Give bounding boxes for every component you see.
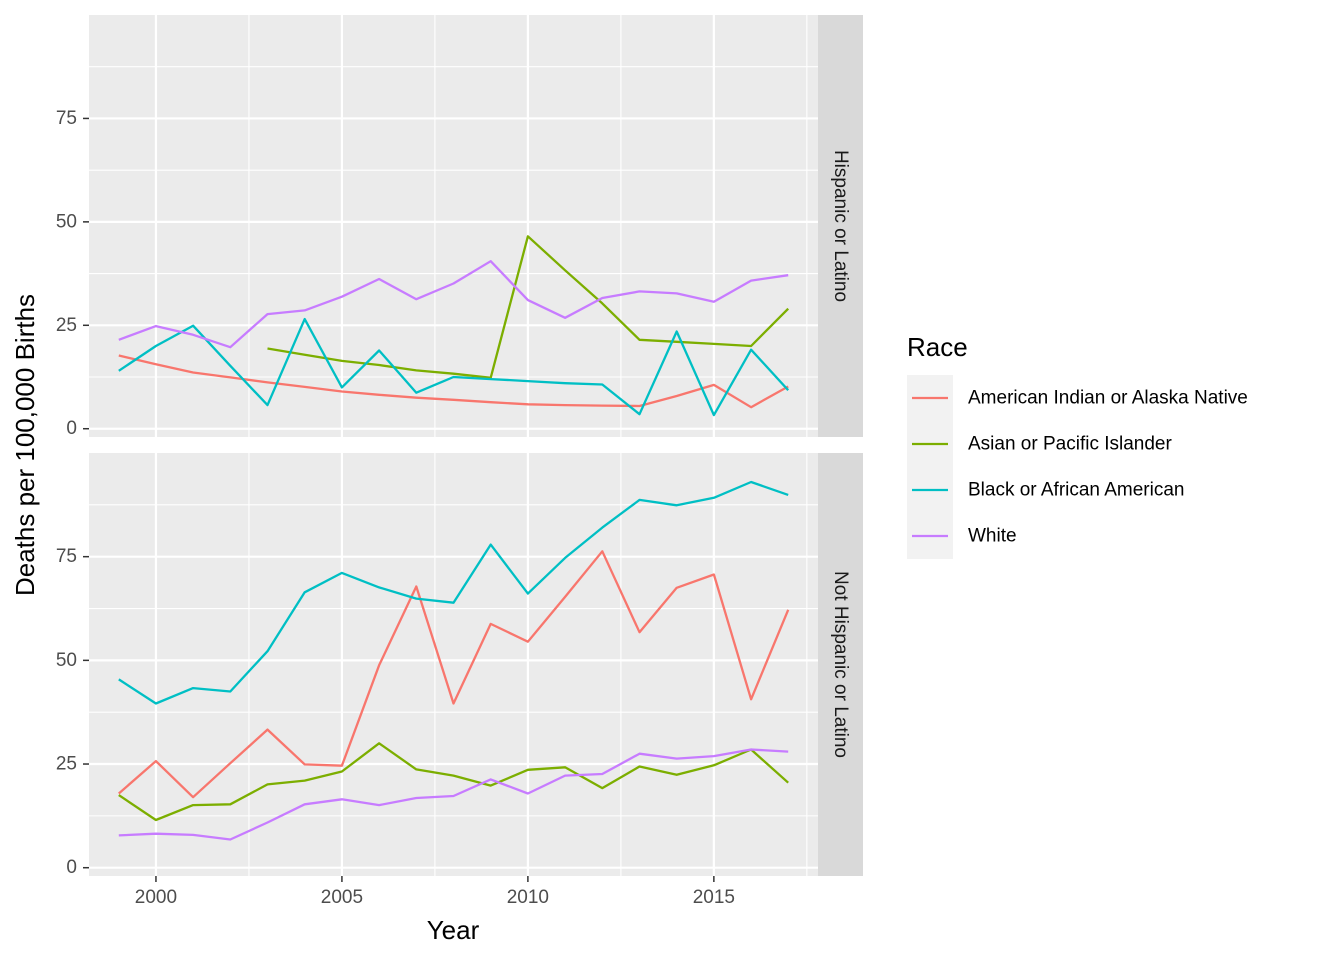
y-tick-label: 75 [56, 108, 77, 129]
legend-label-white: White [968, 526, 1017, 547]
y-tick-label: 25 [56, 754, 77, 775]
legend-label-asian-or-pacific-islander: Asian or Pacific Islander [968, 434, 1172, 455]
series-line-asian-or-pacific-islander [118, 742, 789, 822]
y-tick-label: 0 [66, 418, 77, 439]
series-line-american-indian-or-alaska-native [118, 354, 789, 409]
x-tick-label: 2005 [321, 887, 363, 908]
y-tick-label: 25 [56, 315, 77, 336]
series-line-black-or-african-american [118, 317, 790, 417]
facet-panel-not-hispanic-or-latino: Not Hispanic or Latino [89, 453, 863, 876]
x-axis-title: Year [427, 915, 480, 945]
y-axis-title: Deaths per 100,000 Births [10, 294, 40, 596]
x-tick-label: 2010 [507, 887, 549, 908]
legend-title: Race [907, 332, 968, 362]
y-tick-label: 0 [66, 857, 77, 878]
facet-panel-hispanic-or-latino: Hispanic or Latino [89, 15, 863, 437]
facet-strip-label: Not Hispanic or Latino [830, 571, 851, 758]
panel-background [89, 453, 818, 876]
series-line-white [118, 260, 789, 349]
series-line-asian-or-pacific-islander [267, 235, 790, 379]
y-tick-label: 50 [56, 650, 77, 671]
panel-background [89, 15, 818, 437]
y-tick-label: 50 [56, 211, 77, 232]
panels-layer: Hispanic or Latino Not Hispanic or Latino [89, 15, 863, 876]
x-tick-label: 2000 [135, 887, 177, 908]
series-line-white [118, 748, 789, 841]
series-line-black-or-african-american [118, 480, 789, 705]
x-tick-label: 2015 [693, 887, 735, 908]
legend-key-background [907, 375, 953, 559]
y-tick-label: 75 [56, 546, 77, 567]
legend-label-american-indian-or-alaska-native: American Indian or Alaska Native [968, 388, 1248, 409]
facet-strip [818, 15, 863, 437]
facet-strip-label: Hispanic or Latino [830, 150, 851, 302]
legend: Race American Indian or Alaska Native Asi… [907, 332, 1248, 559]
legend-label-black-or-african-american: Black or African American [968, 480, 1184, 501]
axes-layer: 0 25 50 75 0 25 50 75 2000 2005 2010 2015 [56, 108, 735, 908]
series-line-american-indian-or-alaska-native [118, 550, 790, 799]
facet-strip [818, 453, 863, 876]
